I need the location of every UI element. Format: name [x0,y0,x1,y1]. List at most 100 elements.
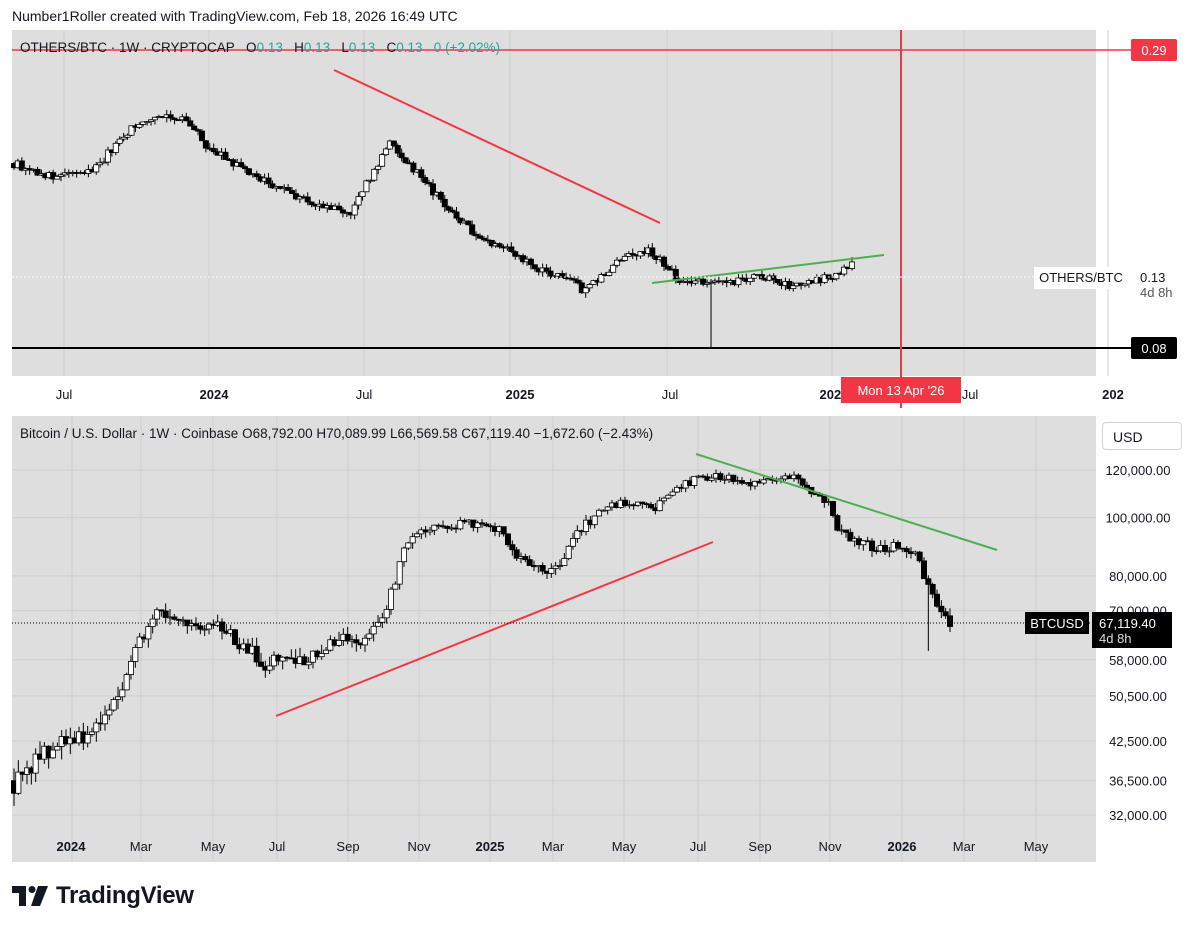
x-tick-label: May [1024,839,1049,854]
ascending-trendline[interactable] [651,254,885,284]
others-candle [269,183,276,189]
others-candle [449,209,456,213]
descending-trendline[interactable] [333,69,661,224]
btc-candle [674,486,681,493]
x-tick-label: Jul [662,387,679,402]
others-candle [191,125,198,131]
countdown-tag: 4d 8h [1140,285,1173,300]
others-candle [543,267,550,272]
btc-candle [938,605,945,613]
btc-candle [145,626,152,640]
btc-candle [457,519,464,530]
btc-candle [760,479,767,484]
btc-candle [574,530,581,539]
others-candle [292,193,299,200]
btc-candle [335,639,342,646]
btc-candle [392,583,399,590]
others-candle [770,275,777,280]
price-label-bottom-bg [1131,337,1177,359]
btc-candle [886,550,893,553]
btc-candle [934,593,941,607]
btc-candle [717,473,724,481]
btc-candle [106,709,113,716]
crosshair-date-label: Mon 13 Apr '26 [857,383,944,398]
legend-close-key: C [386,40,397,55]
others-candle [410,162,417,173]
others-candle [664,265,671,270]
others-candle [198,130,205,142]
btc-candle [257,661,264,667]
y-tick-label: 100,000.00 [1105,511,1170,526]
currency-button[interactable]: USD [1102,422,1182,450]
others-candle [120,136,127,140]
legend-high-val: 0.13 [303,40,331,55]
btc-candle [253,645,260,663]
others-btc-pane[interactable]: 0.29 0.08 OTHERS/BTC 0.13 4d 8h Jul 2024 Jul 202… [10,30,1188,408]
others-candle [598,274,605,283]
others-candle [355,196,362,206]
btc-candle [483,523,490,527]
others-candle [590,280,597,285]
btc-candle [353,639,360,644]
tradingview-logo-text: TradingView [56,882,194,909]
others-candle [339,209,346,214]
btc-candle [305,661,312,666]
others-candle [437,191,444,200]
x-tick-label: May [201,839,226,854]
others-candle [57,174,64,177]
x-tick-label: 2026 [888,839,917,854]
x-tick-label: Mar [953,839,976,854]
countdown-tag: 4d 8h [1099,631,1132,646]
others-candle [480,237,487,241]
ascending-trendline[interactable] [275,541,714,717]
btc-candle [622,499,629,506]
btc-candle [656,500,663,512]
current-price-tag-bg [1131,267,1181,302]
btc-candle [903,548,910,553]
others-candle [661,256,668,267]
btc-candle [557,565,564,567]
others-candle [512,251,519,257]
others-candle [183,116,190,122]
others-candle [708,281,715,284]
others-candle [394,145,401,154]
btc-usd-pane[interactable]: 120,000.00 100,000.00 80,000.00 70,000.00 58… [10,416,1188,862]
tradingview-logo[interactable]: TradingView [12,880,194,912]
btc-candle [526,559,533,566]
btc-candle [15,771,22,794]
price-label-bottom: 0.08 [1141,341,1166,356]
others-candle [672,268,679,280]
btc-candle [565,545,572,559]
price-label-top: 0.29 [1141,43,1166,58]
others-candle [747,277,754,282]
btc-candle [387,588,394,610]
x-tick-label: 2025 [506,387,535,402]
others-candle [606,271,613,276]
others-candle [367,179,374,182]
others-candle [285,187,292,191]
btc-candle [604,506,611,511]
others-candle [359,191,366,197]
x-tick-label: Mar [130,839,153,854]
btc-candle [830,501,837,516]
btc-candle [266,665,273,671]
btc-usd-chart[interactable]: 120,000.00100,000.0080,000.0070,000.0058… [10,416,1188,862]
btc-candle [691,475,698,486]
others-candle [383,148,390,156]
others-candle [531,264,538,270]
others-candle [151,116,158,121]
btc-candle [396,561,403,585]
btc-candle [205,623,212,630]
descending-trendline[interactable] [695,453,998,551]
others-candle [833,272,840,280]
others-candle [308,201,315,206]
legend-close-val: 0.13 [396,40,423,55]
others-candle [520,255,527,263]
btc-candle [648,504,655,509]
btc-candle [119,689,126,698]
btc-candle [821,495,828,503]
others-candle [465,220,472,226]
btc-candle [322,649,329,654]
price-label-top-bg [1131,39,1177,61]
